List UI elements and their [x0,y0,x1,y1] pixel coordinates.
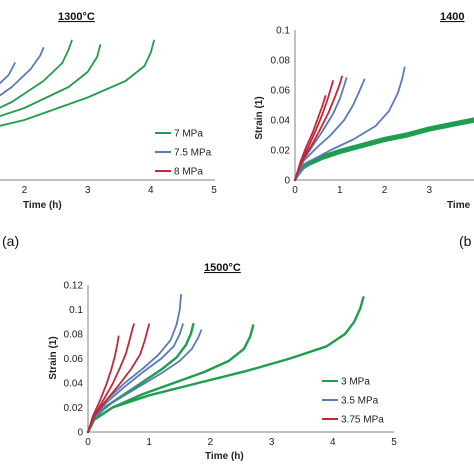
x-tick-label: 2 [22,185,28,196]
series-line-green-2 [0,44,102,118]
series-line-blue-2 [0,62,16,85]
x-tick-label: 5 [391,437,397,448]
series-line-red-3 [87,335,120,433]
series-line-green-3 [293,120,474,182]
y-axis-label: Strain (1) [254,96,265,139]
legend-entry: 3 MPa [341,377,370,388]
y-tick-label: 0.02 [64,403,84,414]
series-line-blue-1 [294,66,406,181]
legend-entry: 8 MPa [174,167,203,178]
x-tick-label: 1 [146,437,152,448]
y-tick-labels: 0 0.02 0.04 0.06 0.08 0.1 0.12 [64,281,84,439]
chart-title: 1500°C [204,262,241,274]
y-tick-label: 0.06 [64,354,84,365]
x-tick-label: 2 [208,437,214,448]
y-tick-label: 0.1 [276,26,290,37]
series-line-green-3 [0,39,73,109]
x-tick-label: 5 [211,185,217,196]
y-tick-label: 0.04 [64,379,84,390]
x-axis-label: Time [447,200,471,211]
y-tick-label: 0.02 [271,146,291,157]
y-tick-labels: 0 0.02 0.04 0.06 0.08 0.1 [271,26,291,187]
panel-label-a: (a) [2,233,19,249]
x-tick-label: 3 [426,185,432,196]
y-tick-label: 0 [284,176,290,187]
x-tick-label: 0 [85,437,91,448]
curves [293,66,474,182]
series-line-green-1 [0,39,155,127]
legend-entry: 7.5 MPa [174,148,212,159]
x-tick-label: 4 [330,437,336,448]
x-tick-label: 2 [382,185,388,196]
legend-entry: 7 MPa [174,129,203,140]
chart-1300c: 1300°C 2 3 4 5 Time (h) 7 MPa 7.5 MPa 8 MPa (… [0,11,217,249]
series-line-blue-2 [294,78,366,181]
legend: 3 MPa 3.5 MPa 3.75 MPa [322,377,384,426]
x-axis-label: Time (h) [23,200,62,211]
chart-1500c: 1500°C 0 0.02 0.04 0.06 0.08 0.1 0.12 0 1 2 3 4 5 S… [48,262,397,462]
panel-label-b: (b [459,233,472,249]
x-tick-label: 1 [337,185,343,196]
curves [0,39,155,127]
y-tick-label: 0.1 [69,305,83,316]
series-line-green-2 [86,324,255,434]
x-tick-labels: 2 3 4 5 [22,185,218,196]
chart-title: 1300°C [58,11,95,23]
series-line-green-1 [293,117,474,182]
series-line-blue-1 [0,47,45,97]
series-line-red-2 [87,323,135,433]
y-tick-label: 0.08 [271,56,291,67]
series-line-green-2 [293,118,474,182]
x-tick-labels: 0 1 2 3 [292,185,432,196]
y-tick-label: 0.08 [64,330,84,341]
x-tick-label: 0 [292,185,298,196]
y-tick-label: 0.06 [271,86,291,97]
x-tick-labels: 0 1 2 3 4 5 [85,437,397,448]
y-tick-label: 0 [77,428,83,439]
y-tick-label: 0.04 [271,116,291,127]
curves [86,293,365,434]
chart-title: 1400 [440,11,464,23]
y-axis-label: Strain (1) [48,336,59,379]
chart-1400c: 1400 0 0.02 0.04 0.06 0.08 0.1 0 1 2 3 Strain (1… [254,11,474,249]
legend-entry: 3.5 MPa [341,396,379,407]
x-tick-label: 4 [148,185,154,196]
x-tick-label: 3 [85,185,91,196]
series-line-red-3 [294,95,327,181]
series-line-blue-1 [87,329,203,433]
x-axis-label: Time (h) [205,451,244,462]
legend-entry: 3.75 MPa [341,415,384,426]
series-line-blue-2 [87,323,184,433]
y-tick-label: 0.12 [64,281,84,292]
series-line-green-1 [86,296,365,434]
series-line-red-2 [294,80,334,181]
legend: 7 MPa 7.5 MPa 8 MPa [155,129,212,178]
x-tick-label: 3 [269,437,275,448]
